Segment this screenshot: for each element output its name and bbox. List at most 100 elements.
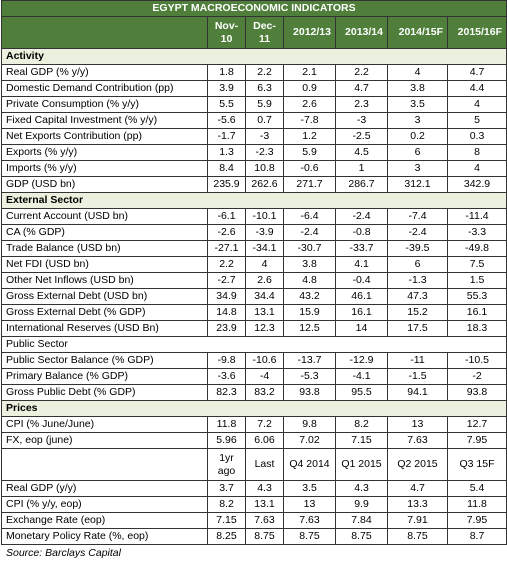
column-header-row: Nov-10 Dec-11 2012/13 2013/14 2014/15F 2015/1… [1,16,507,49]
cell-value: 13 [387,416,448,433]
row-label: Private Consumption (% y/y) [1,96,208,113]
data-row: Net FDI (USD bn) 2.2 4 3.8 4.1 6 7.5 [1,256,507,273]
cell-value: 7.95 [446,432,507,449]
row-label: CPI (% June/June) [1,416,208,433]
cell-value: 4 [245,256,284,273]
row-label: FX, eop (june) [1,432,208,449]
data-row: Gross Public Debt (% GDP) 82.3 83.2 93.8 95.… [1,384,507,401]
cell-value: 95.5 [335,384,388,401]
row-label: Domestic Demand Contribution (pp) [1,80,208,97]
cell-value: -2.4 [335,208,388,225]
cell-value: 93.8 [283,384,336,401]
cell-value: 342.9 [446,176,507,193]
cell-value: 286.7 [335,176,388,193]
cell-value: 17.5 [387,320,448,337]
cell-value: 47.3 [387,288,448,305]
cell-value: 4.3 [245,480,284,497]
subsection-row: Public Sector [0,336,507,353]
cell-value: -13.7 [283,352,336,369]
data-row: Trade Balance (USD bn) -27.1 -34.1 -30.7 -33… [1,240,507,257]
column-header: 2014/15F [387,16,448,49]
cell-value: -33.7 [335,240,388,257]
cell-value: 34.4 [245,288,284,305]
cell-value: 1.2 [283,128,336,145]
subsection-heading: Public Sector [0,336,507,353]
column-header: 2015/16F [446,16,507,49]
cell-value: 55.3 [446,288,507,305]
cell-value: 9.8 [283,416,336,433]
cell-value: -9.8 [207,352,246,369]
row-label: Real GDP (y/y) [1,480,208,497]
row-label: Other Net Inflows (USD bn) [1,272,208,289]
cell-value: -3 [245,128,284,145]
row-label: Exports (% y/y) [1,144,208,161]
cell-value: 12.3 [245,320,284,337]
cell-value: 6 [387,144,448,161]
cell-value: 12.5 [283,320,336,337]
cell-value: -39.5 [387,240,448,257]
data-row: CA (% GDP) -2.6 -3.9 -2.4 -0.8 -2.4 -3.3 [1,224,507,241]
cell-value: 4.7 [446,64,507,81]
cell-value: 3.5 [283,480,336,497]
row-label: Current Account (USD bn) [1,208,208,225]
cell-value: 4 [446,160,507,177]
header-blank [1,16,208,49]
sub-header: 1yr ago [207,448,246,481]
row-label: Fixed Capital Investment (% y/y) [1,112,208,129]
row-label: Primary Balance (% GDP) [1,368,208,385]
data-row: GDP (USD bn) 235.9 262.6 271.7 286.7 312.1 342… [1,176,507,193]
cell-value: 0.3 [446,128,507,145]
data-row: Domestic Demand Contribution (pp) 3.9 6.3 0… [1,80,507,97]
cell-value: 7.91 [387,512,448,529]
cell-value: 5.9 [245,96,284,113]
section-heading: Activity [0,48,507,65]
section-row: Prices [0,400,507,417]
cell-value: -0.4 [335,272,388,289]
cell-value: 5 [446,112,507,129]
row-label: Gross Public Debt (% GDP) [1,384,208,401]
cell-value: 7.63 [245,512,284,529]
row-label: Monetary Policy Rate (%, eop) [1,528,208,545]
cell-value: 4 [446,96,507,113]
column-header: Dec-11 [245,16,284,49]
cell-value: -3.6 [207,368,246,385]
cell-value: 4.8 [283,272,336,289]
cell-value: -2 [446,368,507,385]
cell-value: 1.5 [446,272,507,289]
row-label: Gross External Debt (% GDP) [1,304,208,321]
cell-value: -2.6 [207,224,246,241]
cell-value: -2.3 [245,144,284,161]
cell-value: -2.4 [283,224,336,241]
data-row: International Reserves (USD Bn) 23.9 12.3 1… [1,320,507,337]
cell-value: 11.8 [446,496,507,513]
data-row: Fixed Capital Investment (% y/y) -5.6 0.7-… [1,112,507,129]
cell-value: 2.2 [207,256,246,273]
cell-value: 12.7 [446,416,507,433]
sub-header: Q3 15F [446,448,507,481]
cell-value: 34.9 [207,288,246,305]
cell-value: 94.1 [387,384,448,401]
cell-value: 3 [387,112,448,129]
data-row: Net Exports Contribution (pp) -1.7 -3 1.2 -2… [1,128,507,145]
sub-header: Last [245,448,284,481]
cell-value: 3.5 [387,96,448,113]
cell-value: -2.4 [387,224,448,241]
cell-value: 1 [335,160,388,177]
cell-value: -4 [245,368,284,385]
cell-value: 3.7 [207,480,246,497]
cell-value: 2.6 [283,96,336,113]
cell-value: 3.8 [387,80,448,97]
cell-value: 8.7 [446,528,507,545]
cell-value: 235.9 [207,176,246,193]
header-blank [1,448,208,481]
indicator-table: EGYPT MACROECONOMIC INDICATORS Nov-10 Dec… [0,0,507,545]
data-row: CPI (% y/y, eop) 8.2 13.1 13 9.9 13.3 11.8 [1,496,507,513]
data-row: Exports (% y/y) 1.3 -2.3 5.9 4.5 6 8 [1,144,507,161]
cell-value: 4.1 [335,256,388,273]
cell-value: 7.15 [207,512,246,529]
cell-value: 6 [387,256,448,273]
data-row: Monetary Policy Rate (%, eop) 8.25 8.75 8.7… [1,528,507,545]
cell-value: -7.4 [387,208,448,225]
cell-value: -49.8 [446,240,507,257]
cell-value: 7.02 [283,432,336,449]
